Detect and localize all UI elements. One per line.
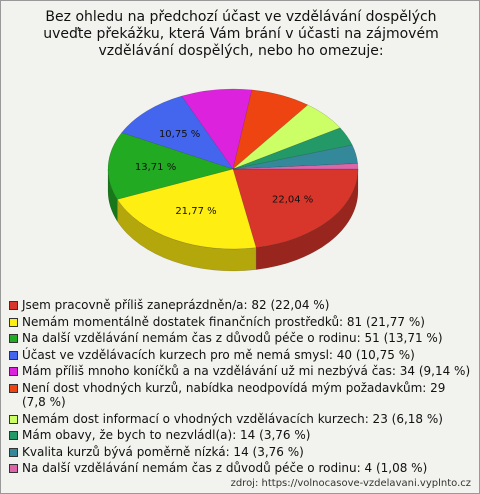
- legend-swatch: [9, 301, 18, 310]
- legend-item: Kvalita kurzů bývá poměrně nízká: 14 (3,…: [9, 445, 471, 459]
- slice: [232, 89, 309, 170]
- legend-swatch: [9, 431, 18, 441]
- legend-swatch: [9, 350, 18, 360]
- legend-label: Kvalita kurzů bývá poměrně nízká: 14 (3,…: [22, 444, 304, 459]
- legend-item: Na další vzdělávání nemám čas z důvodů p…: [9, 461, 471, 475]
- legend-swatch: [9, 367, 18, 377]
- slice: [232, 144, 358, 170]
- legend-item: Na další vzdělávání nemám čas z důvodů p…: [9, 331, 471, 345]
- source: zdroj: https://volnocasove-vzdelavani.vy…: [230, 478, 471, 489]
- data-label: 13,71 %: [135, 162, 176, 173]
- legend-swatch: [9, 383, 18, 393]
- chart-title: Bez ohledu na předchozí účast ve vzděláv…: [43, 9, 439, 59]
- legend-swatch: [9, 447, 18, 457]
- slice: [232, 104, 341, 170]
- legend-item: Nemám dost informací o vhodných vzděláva…: [9, 412, 471, 426]
- legend-item: Mám příliš mnoho koníčků a na vzdělávání…: [9, 364, 471, 378]
- slice: [232, 127, 353, 170]
- legend-label: Nemám momentálně dostatek finančních pro…: [22, 314, 425, 329]
- legend: Jsem pracovně příliš zaneprázdněn/a: 82 …: [9, 298, 471, 478]
- legend-item: Jsem pracovně příliš zaneprázdněn/a: 82 …: [9, 298, 471, 312]
- slice: [116, 168, 257, 250]
- legend-item: Mám obavy, že bych to nezvládl(a): 14 (3…: [9, 428, 471, 442]
- legend-label: Účast ve vzdělávacích kurzech pro mě nem…: [22, 347, 415, 362]
- slice: [107, 132, 234, 200]
- slice: [121, 95, 234, 170]
- legend-swatch: [9, 334, 18, 344]
- legend-label: Jsem pracovně příliš zaneprázdněn/a: 82 …: [22, 298, 330, 312]
- data-label: 21,77 %: [175, 206, 216, 217]
- legend-label: Na další vzdělávání nemám čas z důvodů p…: [22, 331, 443, 346]
- legend-swatch: [9, 464, 18, 474]
- data-label: 22,04 %: [272, 195, 313, 206]
- pie: 22,04 % 21,77 % 13,71 % 10,75 %: [107, 88, 359, 272]
- legend-item: Účast ve vzdělávacích kurzech pro mě nem…: [9, 348, 471, 362]
- slice: [181, 88, 253, 170]
- legend-swatch: [9, 317, 18, 327]
- legend-item: Nemám momentálně dostatek finančních pro…: [9, 315, 471, 329]
- legend-label: Mám příliš mnoho koníčků a na vzdělávání…: [22, 364, 471, 379]
- slice: [232, 168, 359, 248]
- legend-label: Mám obavy, že bych to nezvládl(a): 14 (3…: [22, 428, 311, 443]
- legend-label: Nemám dost informací o vhodných vzděláva…: [22, 411, 443, 426]
- data-label: 10,75 %: [159, 129, 200, 140]
- slice: [232, 163, 359, 170]
- legend-label: Není dost vhodných kurzů, nabídka neodpo…: [22, 380, 446, 409]
- legend-item: Není dost vhodných kurzů, nabídka neodpo…: [9, 381, 471, 409]
- legend-label: Na další vzdělávání nemám čas z důvodů p…: [22, 461, 428, 476]
- legend-swatch: [9, 414, 18, 424]
